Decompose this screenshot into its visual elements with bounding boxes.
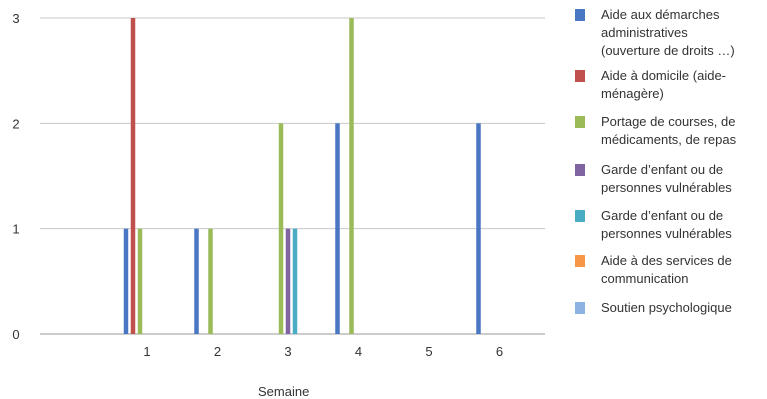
y-tick-label: 3 — [12, 11, 19, 26]
y-tick-label: 2 — [12, 116, 19, 131]
x-tick-label: 2 — [214, 344, 221, 359]
bar — [137, 228, 143, 334]
legend: Aide aux démarches administratives (ouve… — [572, 6, 767, 317]
legend-swatch — [575, 9, 585, 21]
bar — [476, 123, 481, 334]
x-tick-label: 1 — [143, 344, 150, 359]
legend-swatch — [575, 116, 585, 128]
bar — [130, 18, 136, 334]
x-tick-label: 3 — [284, 344, 291, 359]
legend-swatch — [575, 210, 585, 222]
bars — [123, 18, 481, 334]
legend-item: Garde d’enfant ou de personnes vulnérabl… — [572, 207, 767, 243]
x-tick-label: 6 — [496, 344, 503, 359]
x-tick-label: 5 — [425, 344, 432, 359]
bar — [278, 123, 284, 334]
y-tick-label: 0 — [12, 327, 19, 342]
legend-label: Portage de courses, de médicaments, de r… — [601, 114, 737, 147]
x-axis-ticks: 1 2 3 4 5 6 — [143, 344, 503, 359]
legend-label: Garde d’enfant ou de personnes vulnérabl… — [601, 208, 732, 241]
bar — [292, 228, 298, 334]
legend-label: Garde d’enfant ou de personnes vulnérabl… — [601, 162, 732, 195]
y-tick-label: 1 — [12, 222, 19, 237]
legend-label: Aide aux démarches administratives (ouve… — [601, 7, 735, 58]
y-axis-ticks: 0 1 2 3 — [12, 11, 19, 342]
bar — [349, 18, 354, 334]
legend-item: Aide aux démarches administratives (ouve… — [572, 6, 767, 60]
legend-swatch — [575, 70, 585, 82]
bar — [123, 228, 129, 334]
gridlines — [40, 17, 545, 335]
x-axis-label: Semaine — [258, 384, 310, 399]
legend-swatch — [575, 164, 585, 176]
legend-item: Soutien psychologique — [572, 299, 767, 317]
bar — [208, 228, 213, 334]
bar — [335, 123, 340, 334]
legend-swatch — [575, 255, 585, 267]
legend-swatch — [575, 302, 585, 314]
bar — [285, 228, 291, 334]
x-tick-label: 4 — [355, 344, 362, 359]
legend-label: Aide à domicile (aide- ménagère) — [601, 68, 727, 101]
legend-item: Garde d’enfant ou de personnes vulnérabl… — [572, 161, 767, 197]
legend-item: Aide à domicile (aide- ménagère) — [572, 67, 767, 103]
legend-item: Aide à des services de communication — [572, 252, 767, 288]
legend-label: Aide à des services de communication — [601, 253, 732, 286]
legend-item: Portage de courses, de médicaments, de r… — [572, 113, 767, 149]
legend-label: Soutien psychologique — [601, 300, 732, 315]
bar — [194, 228, 199, 334]
bar-chart: 0 1 2 3 1 2 3 4 5 6 — [12, 11, 545, 359]
